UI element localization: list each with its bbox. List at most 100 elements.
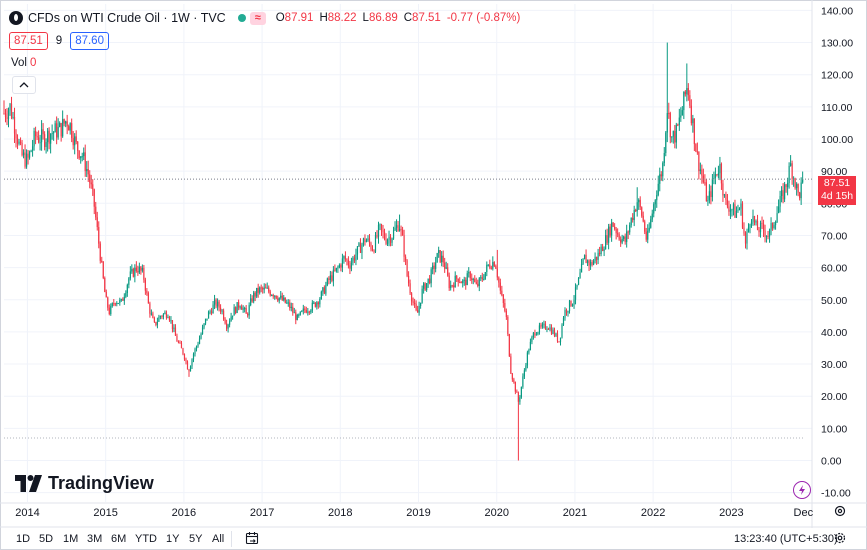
y-axis[interactable]: -10.00 0.00 10.00 20.00 30.00 40.00 50.00 60.00… xyxy=(821,5,853,499)
candle-body xyxy=(224,319,226,324)
candle-body xyxy=(365,240,368,243)
candle-body xyxy=(280,295,282,298)
candle-body xyxy=(636,202,638,212)
candle-body xyxy=(13,116,16,134)
candle-body xyxy=(501,290,503,296)
candle-body xyxy=(571,304,574,306)
candle-body xyxy=(608,226,610,243)
range-3m-button[interactable]: 3M xyxy=(87,533,103,545)
candle-body xyxy=(266,287,268,289)
candle-body xyxy=(368,238,371,244)
candle-body xyxy=(586,260,589,264)
range-1y-button[interactable]: 1Y xyxy=(166,533,180,545)
gear-icon[interactable] xyxy=(833,531,847,545)
oil-drop-icon xyxy=(9,11,23,25)
candle-body xyxy=(609,226,611,236)
candle-body xyxy=(459,282,461,284)
volume-value: 0 xyxy=(30,57,37,69)
candle-body xyxy=(34,130,37,136)
candle-body xyxy=(33,130,35,147)
y-tick-label: 60.00 xyxy=(821,263,847,275)
candle-body xyxy=(657,183,659,196)
candle-body xyxy=(552,329,554,334)
candle-body xyxy=(307,311,309,313)
candle-body xyxy=(666,113,668,133)
candle-body xyxy=(111,303,113,307)
chart-settings-gear-icon[interactable] xyxy=(833,504,847,518)
candle-body xyxy=(153,317,156,322)
candle-body xyxy=(385,238,387,244)
candle-body xyxy=(183,354,186,360)
candle-body xyxy=(531,336,533,342)
candle-body xyxy=(239,306,241,308)
candle-body xyxy=(161,316,163,318)
candle-body xyxy=(218,301,220,308)
candle-body xyxy=(737,209,739,211)
candle-body xyxy=(475,281,477,284)
timezone-clock[interactable]: 13:23:40 (UTC+5:30) xyxy=(734,533,838,545)
candle-body xyxy=(391,238,393,243)
candle-body xyxy=(219,307,222,312)
candle-body xyxy=(364,238,366,243)
candle-body xyxy=(717,173,720,176)
buy-price-button[interactable]: 87.60 xyxy=(70,32,109,50)
symbol-title[interactable]: CFDs on WTI Crude Oil · 1W · TVC xyxy=(28,11,226,25)
candle-body xyxy=(645,231,647,240)
candle-body xyxy=(534,332,536,336)
candle-body xyxy=(740,203,742,209)
magic-wand-button[interactable] xyxy=(793,481,811,499)
candle-body xyxy=(137,270,139,273)
candle-body xyxy=(75,136,77,142)
range-all-button[interactable]: All xyxy=(212,533,225,545)
candle-body xyxy=(116,303,118,305)
chart-legend: CFDs on WTI Crude Oil · 1W · TVC ≈ O87.9… xyxy=(9,8,526,28)
candle-body xyxy=(192,354,195,360)
last-price-value: 87.51 xyxy=(823,177,851,189)
candle-body xyxy=(362,238,365,245)
candle-body xyxy=(344,256,347,260)
candle-body xyxy=(588,260,590,266)
candle-body xyxy=(680,115,682,118)
candle-body xyxy=(277,298,279,301)
delayed-data-icon[interactable]: ≈ xyxy=(249,11,266,25)
candle-body xyxy=(547,328,550,330)
candle-body xyxy=(540,325,542,327)
candle-body xyxy=(314,302,316,307)
candle-body xyxy=(42,129,44,135)
candle-body xyxy=(585,254,587,264)
range-5d-button[interactable]: 5D xyxy=(39,533,54,545)
candle-body xyxy=(633,209,635,221)
x-axis[interactable]: 2014 2015 2016 2017 2018 2019 2020 2021 2022 2023… xyxy=(15,507,813,519)
candle-body xyxy=(720,163,723,184)
candle-body xyxy=(400,228,402,230)
range-5y-button[interactable]: 5Y xyxy=(189,533,203,545)
range-1m-button[interactable]: 1M xyxy=(63,533,79,545)
candle-body xyxy=(746,232,748,244)
candle-body xyxy=(171,320,174,330)
range-ytd-button[interactable]: YTD xyxy=(135,533,157,545)
candle-body xyxy=(562,317,565,325)
calendar-goto-date-icon[interactable] xyxy=(245,531,259,545)
collapse-legend-button[interactable] xyxy=(12,76,36,94)
candle-body xyxy=(194,348,196,355)
candle-body xyxy=(468,272,470,274)
candle-body xyxy=(415,303,417,311)
candle-body xyxy=(260,287,262,289)
candle-body xyxy=(45,142,47,147)
candle-body xyxy=(380,224,383,230)
bottom-toolbar: 1D 5D 1M 3M 6M YTD 1Y 5Y All 13:23:40 (U… xyxy=(0,528,867,550)
candle-body xyxy=(90,182,92,185)
candle-body xyxy=(599,252,601,255)
candle-body xyxy=(535,334,538,336)
candle-body xyxy=(561,324,563,338)
candle-body xyxy=(244,308,246,310)
candle-body xyxy=(675,124,677,143)
trade-row: 87.51 9 87.60 xyxy=(9,32,109,50)
candle-body xyxy=(465,279,467,286)
tradingview-logo[interactable]: TradingView xyxy=(15,473,154,494)
range-6m-button[interactable]: 6M xyxy=(111,533,127,545)
brand-name: TradingView xyxy=(48,473,154,493)
range-1d-button[interactable]: 1D xyxy=(16,533,31,545)
sell-price-button[interactable]: 87.51 xyxy=(9,32,48,50)
